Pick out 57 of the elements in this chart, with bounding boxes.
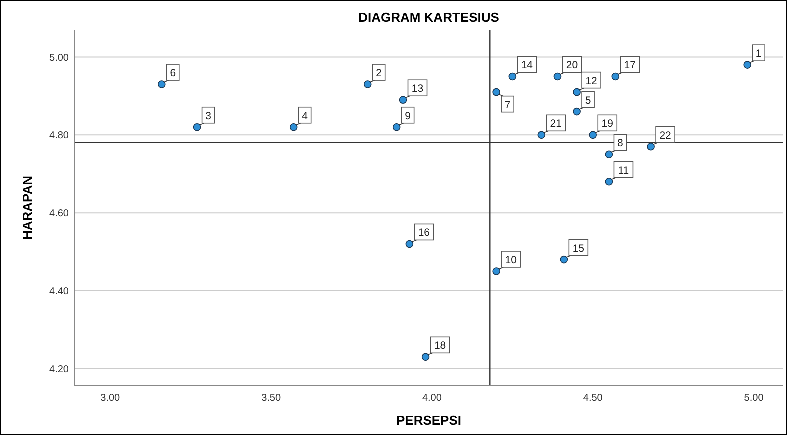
annotation: 1 [756, 48, 762, 60]
annotation: 20 [566, 60, 578, 72]
x-tick-label: 3.00 [100, 393, 121, 404]
point [399, 96, 408, 104]
annotation: 4 [302, 110, 308, 122]
annotation: 9 [405, 110, 412, 122]
point [492, 88, 500, 96]
x-axis-title: PERSEPSI [396, 413, 462, 428]
point [589, 131, 598, 140]
annotation: 3 [206, 110, 212, 122]
point [573, 108, 581, 116]
point [744, 61, 752, 69]
chart-title: DIAGRAM KARTESIUS [358, 10, 500, 25]
annotation: 5 [585, 94, 592, 107]
y-tick-label: 4.40 [50, 286, 70, 298]
annotation: 2 [376, 68, 382, 80]
annotation: 19 [602, 118, 614, 130]
y-tick-label: 4.60 [50, 208, 70, 220]
annotation: 22 [660, 130, 672, 142]
point [538, 131, 546, 140]
x-tick-label: 4.50 [583, 393, 604, 404]
annotation: 16 [418, 227, 430, 240]
point [392, 123, 401, 132]
annotation: 17 [624, 60, 636, 72]
y-axis-title: HARAPAN [20, 176, 35, 240]
x-tick-label: 5.00 [744, 393, 764, 404]
annotation: 15 [572, 242, 585, 255]
annotation: 11 [618, 164, 630, 177]
point [193, 123, 202, 132]
annotation: 12 [586, 75, 598, 88]
point [492, 268, 500, 276]
annotation: 14 [521, 60, 534, 72]
y-tick-label: 4.80 [50, 130, 70, 142]
point [422, 353, 430, 362]
annotation: 18 [434, 340, 446, 352]
point [554, 72, 562, 81]
point [612, 72, 620, 81]
y-tick-label: 4.20 [50, 364, 70, 376]
point [605, 178, 614, 186]
point [508, 72, 517, 81]
point [647, 142, 655, 151]
point [573, 88, 581, 96]
annotation: 21 [550, 118, 562, 130]
annotation: 7 [504, 99, 511, 112]
annotation: 10 [505, 254, 518, 266]
point [290, 123, 298, 132]
annotation: 8 [618, 138, 624, 150]
point [364, 80, 372, 88]
annotation: 13 [412, 83, 424, 96]
point [406, 240, 414, 248]
point [560, 256, 568, 264]
point [605, 150, 614, 159]
x-tick-label: 3.50 [262, 393, 282, 404]
x-tick-label: 4.00 [422, 393, 442, 404]
annotation: 6 [170, 68, 176, 80]
point [158, 80, 166, 88]
y-tick-label: 5.00 [50, 52, 70, 64]
